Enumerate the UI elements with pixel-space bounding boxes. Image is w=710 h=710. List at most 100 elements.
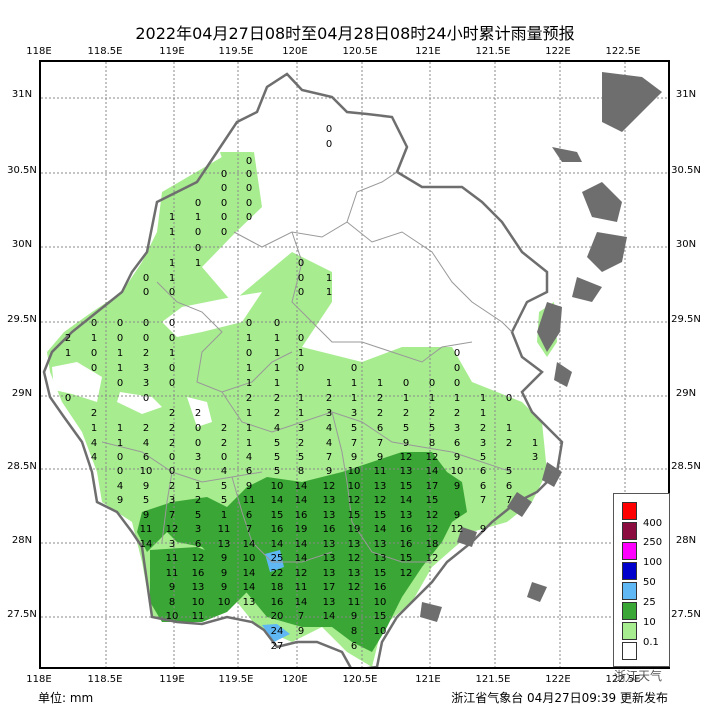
rain-value: 7: [326, 452, 332, 463]
rain-value: 24: [271, 626, 284, 637]
rain-value: 6: [246, 510, 252, 521]
lon-label: 118E: [26, 674, 52, 685]
rain-value: 13: [374, 539, 387, 550]
rain-value: 13: [400, 510, 413, 521]
lon-label: 118E: [26, 46, 52, 57]
rain-value: 5: [480, 452, 486, 463]
rain-value: 11: [192, 611, 205, 622]
rain-value: 1: [351, 378, 357, 389]
rain-value: 0: [117, 452, 123, 463]
rain-value: 3: [454, 423, 460, 434]
rain-value: 0: [221, 183, 227, 194]
rain-value: 12: [451, 524, 464, 535]
rain-value: 5: [298, 452, 304, 463]
rain-value: 13: [192, 582, 205, 593]
rain-value: 3: [480, 438, 486, 449]
lon-label: 121.5E: [475, 46, 511, 57]
rain-value: 0: [221, 169, 227, 180]
rain-value: 12: [295, 568, 308, 579]
rain-value: 1: [532, 438, 538, 449]
rain-value: 3: [143, 378, 149, 389]
lat-label: 28N: [675, 535, 697, 546]
rain-value: 14: [243, 582, 256, 593]
rain-value: 10: [218, 597, 231, 608]
rain-value: 3: [351, 408, 357, 419]
rain-value: 15: [374, 611, 387, 622]
rain-value: 4: [117, 481, 123, 492]
rain-value: 0: [117, 466, 123, 477]
legend-label: 400: [643, 518, 663, 529]
rain-value: 2: [169, 481, 175, 492]
legend-label: 100: [643, 557, 663, 568]
lon-label: 120.5E: [342, 46, 378, 57]
rain-value: 0: [246, 348, 252, 359]
lat-label: 28N: [11, 535, 33, 546]
rain-value: 3: [143, 363, 149, 374]
rain-value: 10: [243, 553, 256, 564]
rain-value: 0: [326, 139, 332, 150]
rain-value: 10: [192, 597, 205, 608]
rain-value: 2: [169, 438, 175, 449]
rain-value: 16: [374, 582, 387, 593]
rain-value: 1: [117, 348, 123, 359]
rain-value: 13: [323, 510, 336, 521]
rain-value: 10: [451, 466, 464, 477]
rain-value: 2: [274, 393, 280, 404]
rain-value: 1: [169, 258, 175, 269]
lat-label: 29N: [11, 388, 33, 399]
rain-value: 2: [454, 408, 460, 419]
rain-value: 5: [403, 423, 409, 434]
legend-swatch: [622, 562, 637, 580]
rain-value: 16: [192, 568, 205, 579]
lon-label: 122E: [545, 46, 571, 57]
rain-value: 27: [271, 641, 284, 652]
rain-value: 4: [326, 423, 332, 434]
rain-value: 7: [506, 495, 512, 506]
rain-value: 5: [429, 423, 435, 434]
rain-value: 0: [117, 333, 123, 344]
rain-value: 1: [326, 378, 332, 389]
rain-value: 13: [218, 539, 231, 550]
rain-value: 12: [426, 524, 439, 535]
rain-value: 0: [246, 169, 252, 180]
rain-value: 12: [166, 524, 179, 535]
rain-value: 15: [374, 568, 387, 579]
rain-value: 5: [506, 466, 512, 477]
rain-value: 10: [271, 481, 284, 492]
rain-value: 12: [426, 510, 439, 521]
rain-value: 15: [400, 553, 413, 564]
rain-value: 1: [298, 348, 304, 359]
rain-value: 9: [454, 510, 460, 521]
rain-value: 1: [480, 393, 486, 404]
rain-value: 22: [271, 568, 284, 579]
rain-value: 17: [426, 481, 439, 492]
rain-value: 7: [351, 438, 357, 449]
lat-label: 31N: [675, 89, 697, 100]
rain-value: 1: [298, 408, 304, 419]
rain-value: 6: [143, 452, 149, 463]
lat-label: 29.5N: [7, 314, 37, 325]
rain-value: 4: [143, 438, 149, 449]
rain-value: 0: [298, 363, 304, 374]
rain-value: 12: [400, 568, 413, 579]
rain-value: 13: [323, 539, 336, 550]
legend-swatch: [622, 582, 637, 600]
rain-value: 13: [374, 553, 387, 564]
lat-label: 29.5N: [671, 314, 701, 325]
rain-value: 7: [246, 524, 252, 535]
rain-value: 0: [221, 198, 227, 209]
rain-value: 16: [400, 524, 413, 535]
rain-value: 6: [480, 481, 486, 492]
rain-value: 14: [271, 495, 284, 506]
rain-value: 13: [323, 495, 336, 506]
rain-value: 2: [65, 333, 71, 344]
city-boundaries: [101, 171, 513, 563]
rain-value: 12: [348, 495, 361, 506]
lon-label: 120E: [282, 46, 308, 57]
rain-value: 1: [326, 287, 332, 298]
rain-value: 5: [274, 452, 280, 463]
rain-value: 15: [374, 510, 387, 521]
rain-value: 13: [400, 466, 413, 477]
